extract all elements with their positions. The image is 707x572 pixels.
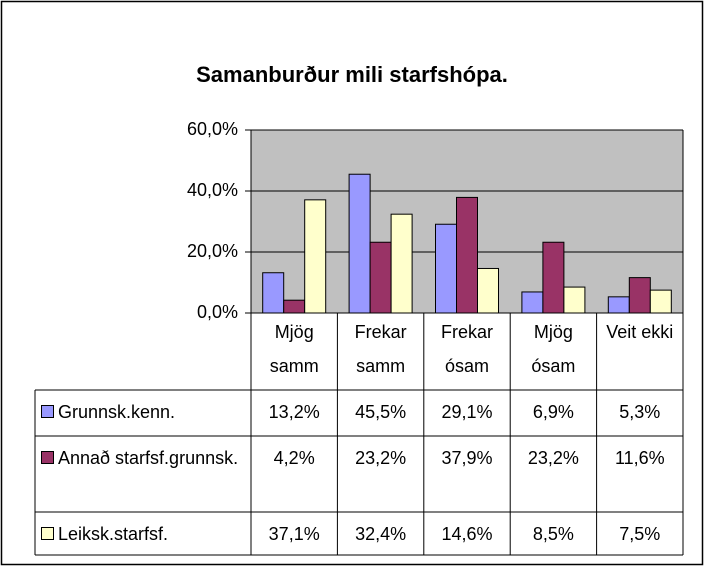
x-tick-label: Frekar ósam	[440, 322, 493, 376]
bar	[477, 267, 499, 314]
x-tick-label: Mjög samm	[269, 322, 319, 376]
chart-title: Samanburður mili starfshópa.	[196, 62, 508, 87]
y-tick-label: 40,0%	[187, 180, 238, 200]
legend-entry: Annað starfsf.grunnsk.	[35, 446, 251, 470]
data-label: 37,1%	[268, 524, 320, 544]
data-label: 14,6%	[441, 524, 493, 544]
x-tick-label: Mjög ósam	[531, 322, 576, 376]
bar	[262, 272, 285, 314]
bar	[456, 196, 478, 314]
y-tick-label: 0,0%	[197, 302, 238, 322]
bar	[607, 296, 630, 314]
y-tick-label: 60,0%	[187, 119, 238, 139]
bar	[435, 223, 457, 314]
data-label: 32,4%	[355, 524, 407, 544]
data-label: 37,9%	[441, 448, 493, 468]
legend-swatch	[41, 527, 54, 540]
x-tick-label: Veit ekki	[606, 322, 674, 342]
bar	[563, 286, 586, 314]
x-tick-label: Frekar samm	[354, 322, 407, 376]
data-label: 11,6%	[614, 448, 665, 468]
bar	[542, 241, 565, 314]
bar	[369, 241, 392, 314]
bar	[521, 291, 544, 314]
legend-label: Annað starfsf.grunnsk.	[58, 448, 239, 468]
data-label: 5,3%	[619, 402, 661, 422]
bar	[304, 199, 327, 314]
legend-swatch	[41, 451, 54, 464]
data-label: 4,2%	[273, 448, 315, 468]
data-label: 7,5%	[619, 524, 661, 544]
legend-swatch	[41, 405, 54, 418]
data-label: 23,2%	[527, 448, 579, 468]
bar	[649, 289, 672, 314]
legend-entry: Leiksk.starfsf.	[35, 522, 251, 546]
data-label: 13,2%	[268, 402, 320, 422]
data-label: 8,5%	[532, 524, 574, 544]
legend-label: Leiksk.starfsf.	[58, 524, 169, 544]
y-tick-label: 20,0%	[187, 241, 238, 261]
bar	[390, 213, 413, 314]
legend-label: Grunnsk.kenn.	[58, 402, 176, 422]
data-label: 45,5%	[355, 402, 407, 422]
data-label: 29,1%	[441, 402, 493, 422]
data-label: 23,2%	[355, 448, 407, 468]
legend-entry: Grunnsk.kenn.	[35, 400, 251, 424]
bar	[348, 173, 371, 314]
data-label: 6,9%	[532, 402, 574, 422]
bar	[283, 299, 306, 314]
bar	[628, 277, 651, 314]
